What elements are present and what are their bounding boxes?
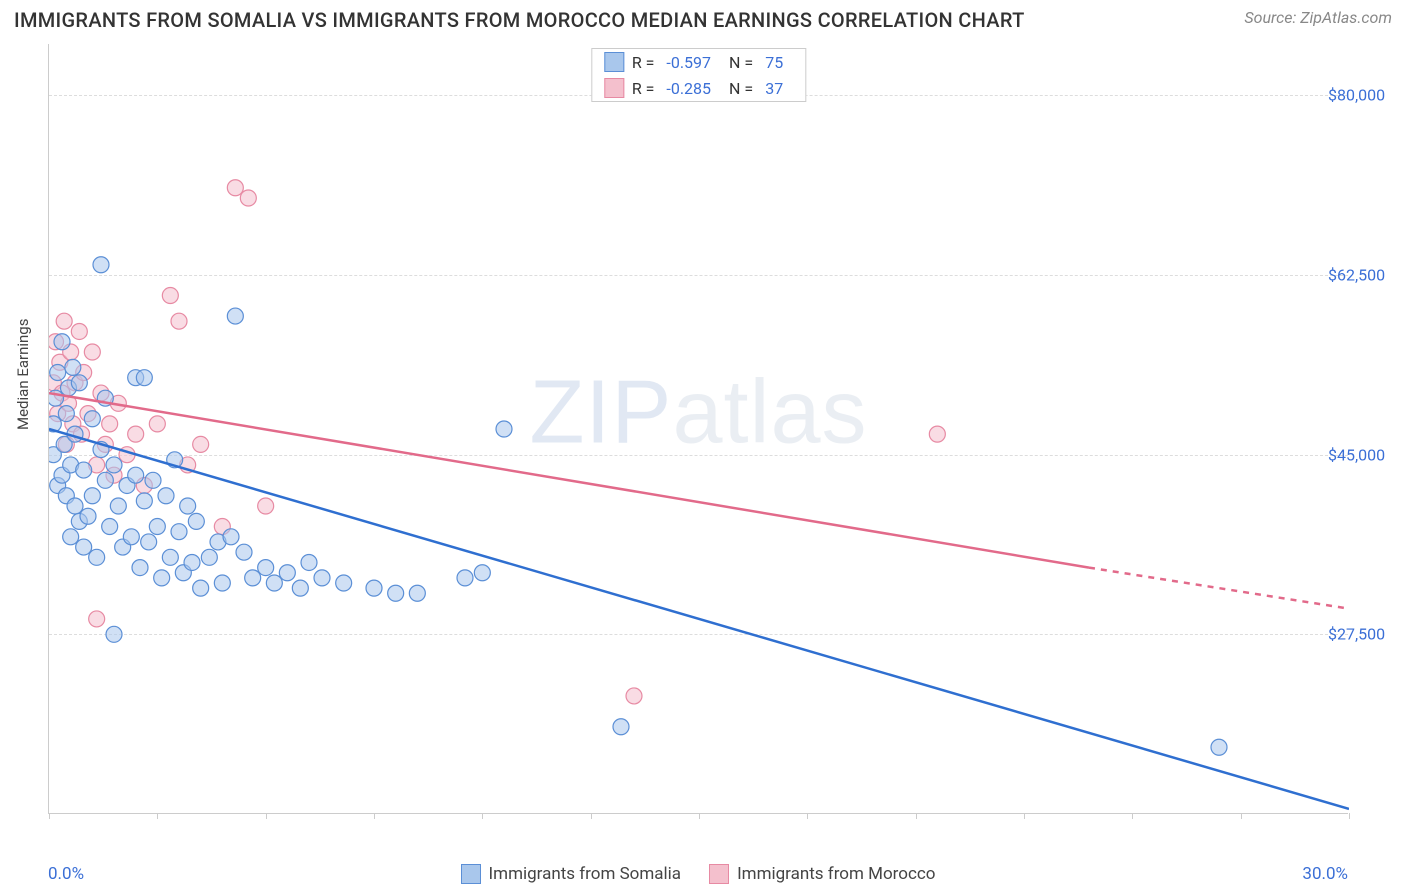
data-point <box>162 549 178 565</box>
data-point <box>336 575 352 591</box>
data-point <box>102 519 118 535</box>
x-axis-min-label: 0.0% <box>48 864 84 884</box>
data-point <box>128 467 144 483</box>
data-point <box>141 534 157 550</box>
data-point <box>1211 739 1227 755</box>
trend-line <box>49 393 1089 568</box>
data-point <box>136 493 152 509</box>
legend-item-morocco: Immigrants from Morocco <box>709 864 935 884</box>
data-point <box>236 544 252 560</box>
data-point <box>71 323 87 339</box>
data-point <box>496 421 512 437</box>
data-point <box>474 565 490 581</box>
data-point <box>171 524 187 540</box>
swatch-morocco <box>604 78 624 98</box>
data-point <box>76 539 92 555</box>
data-point <box>240 190 256 206</box>
data-point <box>409 585 425 601</box>
data-point <box>180 498 196 514</box>
data-point <box>50 365 66 381</box>
data-point <box>245 570 261 586</box>
data-point <box>106 457 122 473</box>
plot-container: ZIPatlas R =-0.597 N =75 R =-0.285 N =37… <box>48 44 1348 814</box>
data-point <box>227 308 243 324</box>
x-axis-max-label: 30.0% <box>1302 864 1348 884</box>
data-point <box>110 498 126 514</box>
x-tick <box>1349 813 1350 819</box>
data-point <box>84 411 100 427</box>
data-point <box>106 626 122 642</box>
data-point <box>128 426 144 442</box>
data-point <box>123 529 139 545</box>
data-point <box>223 529 239 545</box>
data-point <box>193 580 209 596</box>
data-point <box>76 462 92 478</box>
data-point <box>145 472 161 488</box>
data-point <box>65 359 81 375</box>
source-attribution: Source: ZipAtlas.com <box>1244 8 1392 27</box>
y-axis-label: Median Earnings <box>14 319 32 430</box>
data-point <box>84 488 100 504</box>
data-point <box>301 554 317 570</box>
legend-row-somalia: R =-0.597 N =75 <box>592 49 805 75</box>
data-point <box>97 472 113 488</box>
data-point <box>258 498 274 514</box>
data-point <box>193 436 209 452</box>
data-point <box>314 570 330 586</box>
data-point <box>613 719 629 735</box>
data-point <box>292 580 308 596</box>
data-point <box>388 585 404 601</box>
data-point <box>93 257 109 273</box>
data-point <box>162 288 178 304</box>
data-point <box>84 344 100 360</box>
data-point <box>227 180 243 196</box>
legend-item-somalia: Immigrants from Somalia <box>461 864 682 884</box>
data-point <box>71 375 87 391</box>
legend-row-morocco: R =-0.285 N =37 <box>592 75 805 101</box>
data-point <box>149 416 165 432</box>
plot-area: ZIPatlas R =-0.597 N =75 R =-0.285 N =37… <box>48 44 1348 814</box>
data-point <box>279 565 295 581</box>
data-point <box>54 334 70 350</box>
swatch-somalia <box>604 52 624 72</box>
data-point <box>184 554 200 570</box>
swatch-somalia-bottom <box>461 864 481 884</box>
trend-line <box>1089 568 1349 609</box>
data-point <box>457 570 473 586</box>
data-point <box>102 416 118 432</box>
data-point <box>80 508 96 524</box>
data-point <box>63 529 79 545</box>
data-point <box>56 313 72 329</box>
data-point <box>149 519 165 535</box>
trend-line <box>49 429 1349 809</box>
data-point <box>214 575 230 591</box>
data-point <box>201 549 217 565</box>
data-point <box>929 426 945 442</box>
data-point <box>366 580 382 596</box>
data-point <box>188 513 204 529</box>
data-point <box>89 549 105 565</box>
data-point <box>89 611 105 627</box>
chart-svg <box>49 44 1349 814</box>
data-point <box>154 570 170 586</box>
correlation-legend: R =-0.597 N =75 R =-0.285 N =37 <box>591 48 806 102</box>
data-point <box>626 688 642 704</box>
data-point <box>266 575 282 591</box>
series-legend: 0.0% Immigrants from Somalia Immigrants … <box>48 864 1348 884</box>
data-point <box>158 488 174 504</box>
data-point <box>171 313 187 329</box>
chart-title: IMMIGRANTS FROM SOMALIA VS IMMIGRANTS FR… <box>14 8 1025 32</box>
data-point <box>136 370 152 386</box>
data-point <box>258 560 274 576</box>
data-point <box>67 498 83 514</box>
data-point <box>132 560 148 576</box>
swatch-morocco-bottom <box>709 864 729 884</box>
data-point <box>58 406 74 422</box>
